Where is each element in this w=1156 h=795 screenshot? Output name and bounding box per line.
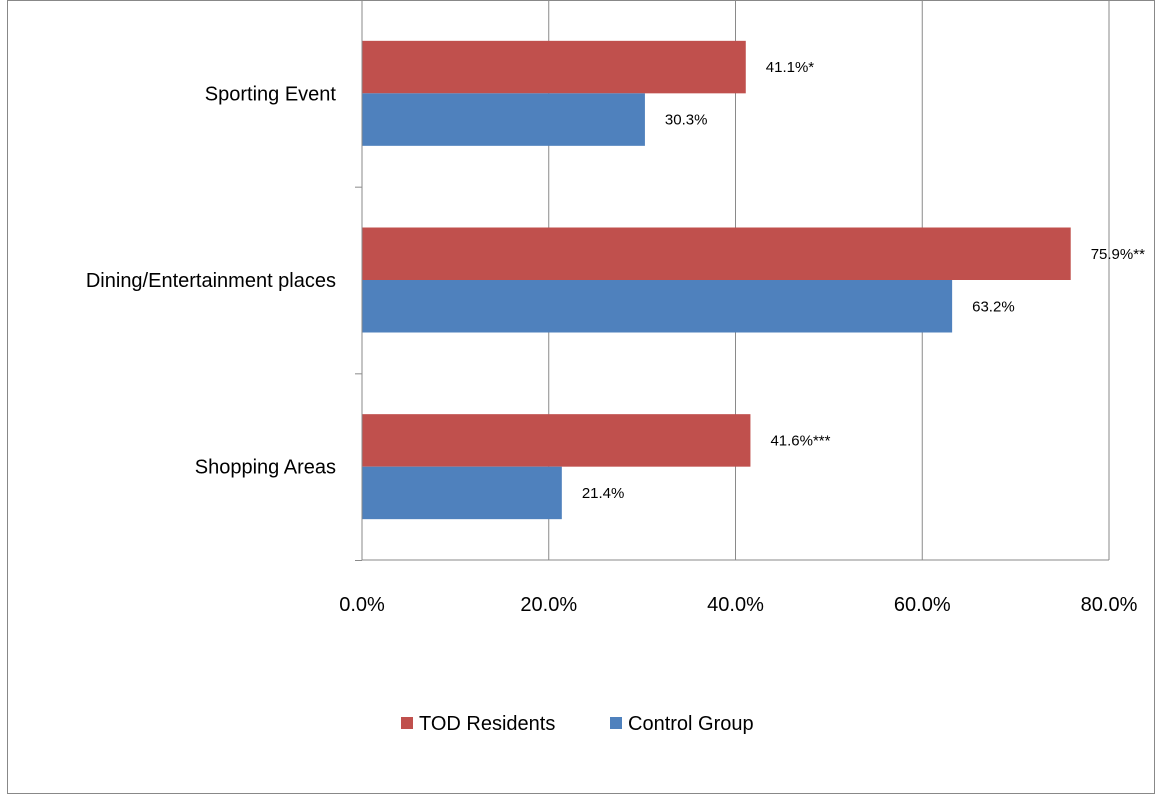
data-label: 21.4% <box>582 485 625 502</box>
x-tick-label: 80.0% <box>1081 594 1138 616</box>
x-tick-label: 60.0% <box>894 594 951 616</box>
data-label: 75.9%** <box>1091 246 1145 263</box>
category-label: Sporting Event <box>205 83 337 105</box>
x-tick-label: 20.0% <box>520 594 577 616</box>
legend-swatch <box>610 717 622 729</box>
x-tick-label: 40.0% <box>707 594 764 616</box>
data-label: 30.3% <box>665 112 708 129</box>
bar <box>362 466 562 520</box>
data-label: 41.1%* <box>766 59 815 76</box>
data-label: 41.6%*** <box>770 432 830 449</box>
bar <box>362 414 751 467</box>
bar <box>362 227 1071 280</box>
bar <box>362 280 953 333</box>
category-label: Dining/Entertainment places <box>86 270 336 292</box>
x-tick-label: 0.0% <box>339 594 385 616</box>
legend-swatch <box>401 717 413 729</box>
data-label: 63.2% <box>972 298 1015 315</box>
legend-label: Control Group <box>628 713 754 735</box>
bar <box>362 93 645 146</box>
legend-label: TOD Residents <box>419 713 555 735</box>
category-label: Shopping Areas <box>195 457 336 479</box>
bar <box>362 40 746 94</box>
